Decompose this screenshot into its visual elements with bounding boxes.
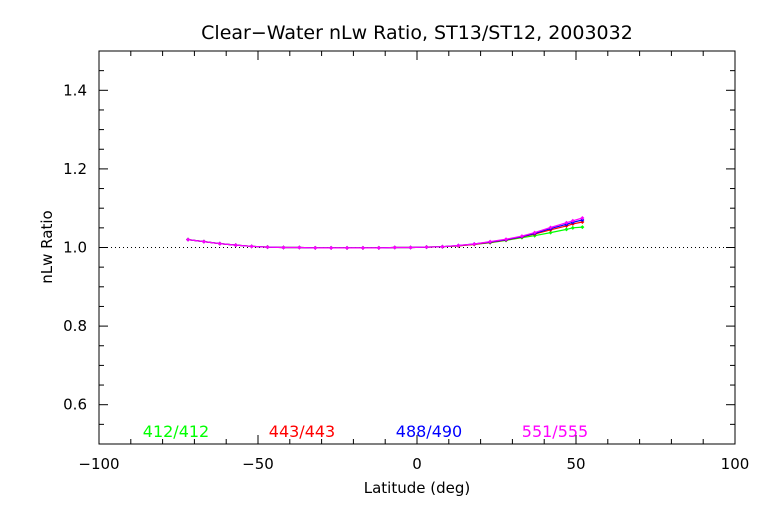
- x-axis-label: Latitude (deg): [364, 479, 470, 497]
- data-point: [580, 216, 585, 221]
- data-point: [570, 225, 575, 230]
- axes: −100 −50 0 50 100 0.6 0.8 1.0 1.2 1.4: [63, 50, 750, 473]
- data-point: [249, 244, 254, 249]
- data-point: [580, 225, 585, 230]
- data-point: [186, 237, 191, 242]
- y-tick-label: 1.0: [63, 239, 87, 257]
- y-tick-label: 0.8: [63, 317, 87, 335]
- series-layer: [186, 216, 585, 250]
- data-point: [472, 241, 477, 246]
- legend: 412/412 443/443 488/490 551/555: [143, 422, 588, 441]
- legend-entry: 551/555: [522, 422, 588, 441]
- data-point: [456, 243, 461, 248]
- data-point: [570, 218, 575, 223]
- data-point: [201, 239, 206, 244]
- series-551-555: [186, 216, 585, 250]
- data-point: [519, 234, 524, 239]
- data-point: [564, 220, 569, 225]
- data-point: [548, 230, 553, 235]
- data-point: [376, 245, 381, 250]
- data-point: [217, 241, 222, 246]
- y-tick-label: 1.2: [63, 160, 87, 178]
- data-point: [504, 237, 509, 242]
- x-tick-label: −100: [78, 455, 119, 473]
- data-point: [297, 245, 302, 250]
- data-point: [548, 225, 553, 230]
- data-point: [488, 239, 493, 244]
- chart-title: Clear−Water nLw Ratio, ST13/ST12, 200303…: [201, 22, 633, 44]
- data-point: [392, 245, 397, 250]
- legend-entry: 488/490: [396, 422, 462, 441]
- x-tick-label: 100: [721, 455, 750, 473]
- data-point: [440, 244, 445, 249]
- data-point: [329, 245, 334, 250]
- data-point: [281, 245, 286, 250]
- data-point: [424, 245, 429, 250]
- series-488-490: [186, 217, 585, 250]
- y-axis-label: nLw Ratio: [38, 210, 56, 283]
- data-point: [360, 245, 365, 250]
- x-tick-label: 50: [566, 455, 585, 473]
- y-tick-label: 1.4: [63, 81, 87, 99]
- data-point: [408, 245, 413, 250]
- data-point: [313, 245, 318, 250]
- y-tick-label: 0.6: [63, 396, 87, 414]
- x-tick-label: 0: [412, 455, 422, 473]
- data-point: [564, 227, 569, 232]
- series-line: [187, 217, 583, 249]
- legend-entry: 443/443: [269, 422, 335, 441]
- series-line: [187, 221, 583, 249]
- data-point: [265, 245, 270, 250]
- x-tick-label: −50: [242, 455, 274, 473]
- series-line: [187, 219, 583, 249]
- data-point: [532, 230, 537, 235]
- data-point: [233, 243, 238, 248]
- data-point: [345, 245, 350, 250]
- legend-entry: 412/412: [143, 422, 209, 441]
